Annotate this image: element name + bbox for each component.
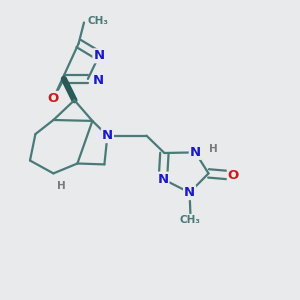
Text: CH₃: CH₃ (87, 16, 108, 26)
Text: O: O (228, 169, 239, 182)
Text: H: H (56, 181, 65, 191)
Text: O: O (48, 92, 59, 105)
Text: N: N (102, 129, 113, 142)
Text: N: N (190, 146, 201, 159)
Text: CH₃: CH₃ (180, 214, 201, 225)
Text: N: N (93, 49, 105, 62)
Text: N: N (157, 172, 169, 186)
Text: N: N (93, 74, 104, 87)
Text: H: H (208, 143, 217, 154)
Text: N: N (184, 186, 195, 199)
